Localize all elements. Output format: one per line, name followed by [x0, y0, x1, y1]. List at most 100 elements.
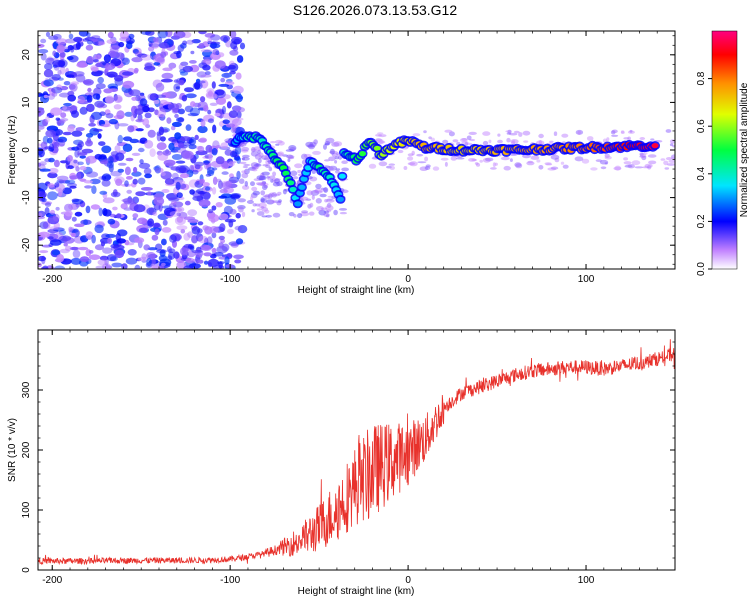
heatmap-noise-blob	[211, 148, 218, 156]
heatmap-y-axis-label: Frequency (Hz)	[7, 116, 18, 185]
heatmap-noise-blob	[325, 205, 334, 211]
heatmap-noise-blob	[334, 160, 338, 164]
heatmap-noise-blob	[137, 217, 147, 225]
heatmap-noise-blob	[44, 63, 53, 70]
heatmap-noise-blob	[191, 39, 201, 44]
heatmap-noise-blob	[198, 178, 204, 185]
heatmap-noise-blob	[600, 166, 607, 170]
heatmap-noise-blob	[294, 163, 303, 169]
heatmap-noise-blob	[112, 206, 118, 211]
heatmap-noise-blob	[139, 98, 148, 107]
heatmap-noise-blob	[71, 110, 79, 118]
heatmap-noise-blob	[338, 208, 348, 211]
heatmap-noise-blob	[179, 71, 189, 76]
heatmap-noise-blob	[267, 193, 273, 199]
heatmap-noise-blob	[490, 167, 497, 170]
heatmap-noise-blob	[639, 137, 646, 140]
heatmap-noise-blob	[48, 236, 54, 240]
heatmap-noise-blob	[47, 172, 58, 179]
heatmap-noise-blob	[67, 165, 74, 170]
heatmap-noise-blob	[218, 83, 230, 87]
heatmap-noise-blob	[161, 238, 167, 246]
heatmap-x-tick-label: 0	[405, 274, 411, 285]
heatmap-noise-blob	[129, 138, 139, 144]
heatmap-noise-blob	[668, 159, 675, 163]
heatmap-noise-blob	[242, 157, 245, 161]
heatmap-noise-blob	[182, 65, 193, 73]
heatmap-noise-blob	[157, 31, 168, 39]
heatmap-noise-blob	[219, 213, 229, 221]
heatmap-noise-blob	[266, 175, 270, 179]
heatmap-noise-blob	[49, 209, 56, 215]
heatmap-noise-blob	[161, 72, 174, 79]
heatmap-noise-blob	[215, 89, 226, 99]
heatmap-noise-blob	[407, 153, 414, 157]
heatmap-noise-blob	[38, 43, 45, 48]
heatmap-noise-blob	[243, 163, 251, 167]
heatmap-noise-blob	[39, 250, 49, 254]
heatmap-noise-blob	[147, 218, 155, 227]
colorbar: 0.0 0.2 0.4 0.6 0.8 Normalized spectral ampl…	[696, 30, 750, 276]
heatmap-noise-blob	[263, 185, 268, 189]
heatmap-noise-blob	[562, 164, 569, 169]
heatmap-noise-blob	[48, 35, 59, 40]
heatmap-noise-blob	[505, 130, 512, 133]
heatmap-noise-blob	[56, 175, 69, 182]
heatmap-noise-blob	[100, 241, 106, 247]
heatmap-noise-blob	[155, 82, 165, 92]
heatmap-noise-blob	[194, 81, 201, 90]
heatmap-noise-blob	[206, 236, 213, 245]
heatmap-noise-blob	[158, 126, 165, 136]
heatmap-noise-blob	[89, 178, 101, 185]
heatmap-noise-blob	[287, 155, 295, 159]
heatmap-noise-blob	[200, 119, 206, 128]
heatmap-noise-blob	[76, 62, 88, 68]
heatmap-noise-blob	[574, 156, 584, 162]
heatmap-noise-blob	[268, 166, 273, 172]
heatmap-noise-blob	[134, 237, 145, 244]
heatmap-noise-blob	[664, 167, 670, 170]
heatmap-noise-blob	[187, 113, 199, 117]
heatmap-x-ticks: -200 -100 0 100	[42, 31, 676, 285]
heatmap-noise-blob	[272, 212, 281, 218]
heatmap-noise-blob	[64, 203, 73, 212]
heatmap-noise-blob	[308, 211, 315, 216]
heatmap-noise-blob	[113, 176, 125, 184]
heatmap-noise-blob	[99, 190, 108, 195]
heatmap-noise-blob	[221, 171, 229, 175]
heatmap-noise-blob	[242, 165, 249, 169]
heatmap-noise-blob	[261, 171, 270, 176]
heatmap-noise-blob	[328, 165, 338, 171]
heatmap-noise-blob	[133, 166, 138, 174]
heatmap-noise-blob	[168, 197, 180, 202]
heatmap-noise-blob	[200, 96, 206, 103]
heatmap-noise-blob	[124, 242, 135, 246]
heatmap-noise-blob	[235, 94, 243, 103]
heatmap-noise-blob	[68, 33, 74, 39]
heatmap-noise-blob	[219, 188, 228, 194]
heatmap-noise-blob	[175, 181, 181, 191]
heatmap-noise-blob	[166, 246, 172, 253]
heatmap-noise-blob	[130, 113, 135, 122]
heatmap-noise-blob	[38, 125, 45, 130]
heatmap-noise-blob	[218, 235, 225, 240]
heatmap-noise-blob	[604, 162, 608, 165]
heatmap-noise-blob	[107, 156, 114, 164]
heatmap-noise-blob	[135, 118, 145, 123]
heatmap-noise-blob	[455, 157, 465, 160]
heatmap-noise-blob	[71, 130, 83, 137]
heatmap-noise-blob	[127, 125, 135, 133]
heatmap-noise-blob	[161, 189, 170, 193]
heatmap-noise-blob	[55, 38, 68, 45]
heatmap-noise-blob	[131, 57, 143, 63]
heatmap-noise-blob	[299, 196, 309, 201]
heatmap-noise-blob	[87, 87, 92, 93]
heatmap-noise-blob	[118, 41, 125, 48]
heatmap-noise-blob	[121, 57, 130, 65]
heatmap-noise-blob	[227, 228, 234, 235]
heatmap-noise-blob	[288, 212, 295, 217]
heatmap-noise-blob	[523, 140, 529, 143]
heatmap-noise-blob	[647, 154, 657, 158]
heatmap-noise-blob	[103, 54, 111, 63]
heatmap-noise-blob	[56, 84, 63, 91]
